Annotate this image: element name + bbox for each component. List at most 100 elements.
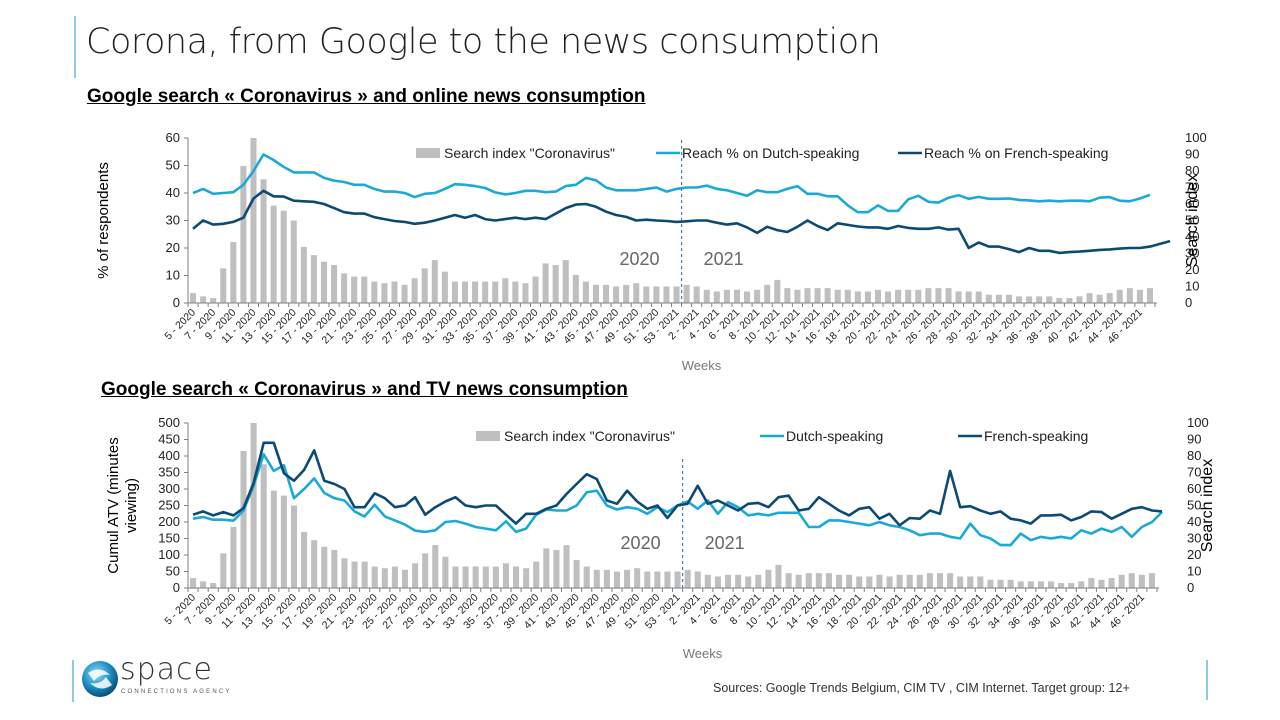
- search-index-bar: [643, 286, 650, 303]
- search-index-bar: [1068, 583, 1075, 588]
- sources-accent-bar: [1206, 660, 1208, 700]
- search-index-bar: [311, 540, 318, 588]
- search-index-bar: [361, 276, 368, 303]
- search-index-bar: [1098, 579, 1105, 588]
- search-index-bar: [846, 574, 853, 588]
- legend-label-search-index: Search index "Coronavirus": [504, 428, 675, 444]
- search-index-bar: [885, 291, 892, 303]
- search-index-bar: [1078, 581, 1085, 588]
- search-index-bar: [572, 274, 579, 303]
- search-index-bar: [401, 284, 408, 303]
- search-index-bar: [512, 281, 519, 303]
- search-index-bar: [785, 573, 792, 588]
- search-index-bar: [190, 293, 197, 303]
- search-index-bar: [1126, 288, 1133, 303]
- search-index-bar: [482, 566, 489, 588]
- search-index-bar: [331, 550, 338, 588]
- search-index-bar: [723, 289, 730, 303]
- search-index-bar: [713, 291, 720, 303]
- right-axis-tick-label: 70: [1185, 180, 1199, 195]
- search-index-bar: [1116, 289, 1123, 303]
- search-index-bar: [955, 291, 962, 303]
- search-index-bar: [794, 289, 801, 303]
- year-label-2021: 2021: [705, 533, 745, 553]
- search-index-bar: [391, 281, 398, 303]
- search-index-bar: [1148, 573, 1155, 588]
- search-index-bar: [1026, 296, 1033, 303]
- search-index-bar: [552, 265, 559, 303]
- right-axis-tick-label: 30: [1187, 531, 1201, 546]
- search-index-bar: [421, 268, 428, 303]
- left-axis-tick-label: 500: [158, 415, 180, 430]
- search-index-bar: [563, 545, 570, 588]
- search-index-bar: [724, 574, 732, 588]
- search-index-bar: [866, 576, 873, 588]
- logo-accent-bar: [72, 660, 74, 702]
- search-index-bar: [603, 569, 610, 588]
- search-index-bar: [381, 568, 388, 588]
- search-index-bar: [341, 273, 348, 303]
- left-axis-tick-label: 450: [158, 432, 180, 447]
- search-index-bar: [592, 284, 599, 303]
- globe-icon: [82, 661, 118, 697]
- search-index-bar: [784, 288, 791, 303]
- title-accent-bar: [74, 16, 76, 78]
- search-index-bar: [1058, 583, 1065, 588]
- search-index-bar: [462, 566, 469, 588]
- search-index-bar: [653, 286, 660, 303]
- right-axis-tick-label: 40: [1187, 514, 1201, 529]
- search-index-bar: [997, 579, 1004, 588]
- search-index-bar: [1108, 578, 1115, 588]
- search-index-bar: [260, 464, 267, 588]
- search-index-bar: [411, 278, 418, 303]
- search-index-bar: [864, 291, 871, 303]
- search-index-bar: [704, 574, 711, 588]
- search-index-bar: [270, 490, 277, 588]
- search-index-bar: [1066, 298, 1073, 303]
- right-axis-tick-label: 50: [1187, 498, 1201, 513]
- search-index-bar: [965, 291, 972, 303]
- logo-tagline: CONNECTIONS AGENCY: [121, 689, 232, 695]
- search-index-bar: [1007, 579, 1014, 588]
- search-index-bar: [301, 531, 308, 588]
- search-index-bar: [836, 574, 843, 588]
- search-index-bar: [533, 561, 540, 588]
- search-index-bar: [532, 276, 539, 303]
- right-axis-tick-label: 90: [1185, 147, 1199, 162]
- search-index-bar: [240, 451, 247, 588]
- search-index-bar: [663, 286, 670, 303]
- search-index-bar: [290, 505, 298, 588]
- right-axis-tick-label: 60: [1187, 481, 1201, 496]
- right-axis-tick-label: 90: [1187, 432, 1201, 447]
- left-axis-tick-label: 50: [166, 158, 180, 173]
- left-axis-tick-label: 40: [166, 185, 180, 200]
- search-index-bar: [684, 569, 691, 588]
- left-axis-tick-label: 0: [173, 295, 180, 310]
- search-index-bar: [542, 263, 549, 303]
- search-index-bar: [240, 166, 247, 303]
- left-axis-tick-label: 0: [173, 580, 180, 595]
- search-index-bar: [331, 265, 338, 303]
- search-index-bar: [936, 573, 944, 588]
- search-index-bar: [947, 573, 954, 588]
- search-index-bar: [906, 574, 913, 588]
- search-index-bar: [985, 294, 992, 303]
- search-index-bar: [280, 210, 287, 303]
- search-index-bar: [977, 576, 984, 588]
- search-index-bar: [200, 581, 207, 588]
- left-axis-title-line2: viewing): [123, 478, 140, 533]
- year-label-2020: 2020: [620, 249, 660, 269]
- search-index-bar: [582, 281, 589, 303]
- left-axis-tick-label: 50: [166, 564, 180, 579]
- right-axis-tick-label: 100: [1185, 130, 1207, 145]
- search-index-bar: [654, 571, 661, 588]
- search-index-bar: [805, 573, 812, 588]
- search-index-bar: [824, 288, 831, 303]
- search-index-bar: [775, 564, 782, 588]
- search-index-bar: [735, 574, 742, 588]
- left-axis-tick-label: 30: [166, 213, 180, 228]
- search-index-bar: [1037, 581, 1044, 588]
- search-index-bar: [673, 286, 680, 303]
- search-index-bar: [856, 576, 863, 588]
